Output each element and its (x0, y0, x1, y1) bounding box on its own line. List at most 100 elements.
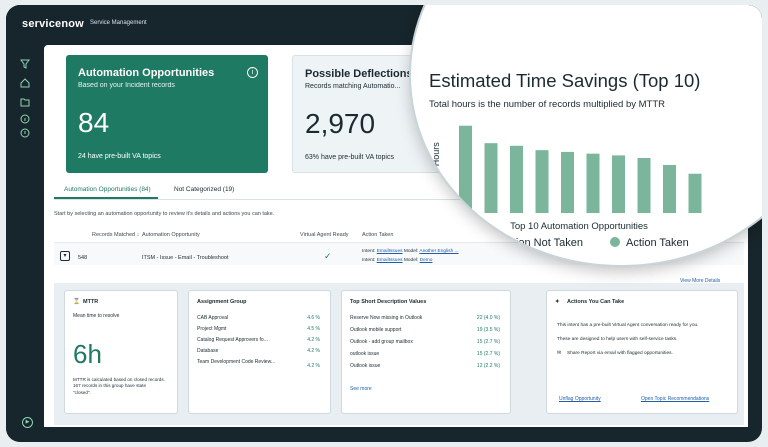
list-value: 12 (2.2 %) (476, 363, 500, 369)
list-item: Outlook issue (350, 363, 381, 369)
list-item: Project Mgmt (197, 326, 227, 332)
list-item: Catalog Request Approvers fo... (197, 337, 268, 343)
chevron-down-icon[interactable]: ▾ (60, 251, 70, 261)
y-axis-label: Total Hours (431, 142, 441, 188)
records-matched-value: 548 (78, 255, 88, 261)
divider (54, 242, 744, 243)
list-item: CAB Approval (197, 315, 229, 321)
card-value: 2,970 (305, 108, 376, 139)
product-name: Service Management (90, 20, 147, 26)
list-value: 4.2 % (307, 337, 320, 343)
app-frame: servicenow Service Management Automation… (6, 5, 762, 442)
assignment-group-panel: Assignment Group CAB Approval 4.6 % Proj… (188, 290, 331, 414)
list-value: 19 (3.5 %) (476, 327, 500, 333)
divider (54, 199, 744, 200)
mttr-panel: ⌛ MTTR Mean time to resolve 6h MTTR is c… (64, 290, 178, 414)
card-value: 84 (78, 107, 110, 138)
list-item: Database (197, 348, 219, 354)
action-taken-line-2: Intent: EmailIssues Model: Demo (362, 258, 433, 263)
bar-2[interactable] (484, 143, 498, 213)
action-taken-line-1: Intent: EmailIssues Model: Another Engli… (362, 249, 459, 254)
model-link[interactable]: Demo (419, 258, 433, 263)
card-footer: 63% have pre-built VA topics (305, 154, 394, 161)
legend-swatch-not-taken (484, 237, 494, 247)
intent-link[interactable]: EmailIssues (376, 258, 403, 263)
card-footer: 24 have pre-built VA topics (78, 153, 161, 160)
brand-logo[interactable]: servicenow (22, 18, 84, 30)
play-icon[interactable]: ▶ (22, 417, 33, 428)
open-topic-recommendations-link[interactable]: Open Topic Recommendations (641, 396, 710, 402)
home-icon[interactable] (20, 78, 30, 88)
legend-swatch-taken (610, 237, 620, 247)
view-more-details-link[interactable]: View More Details (680, 278, 721, 284)
list-value: 4.2 % (307, 363, 320, 369)
list-value: 15 (2.7 %) (476, 339, 500, 345)
list-item: Outlook - add group mailbox (350, 339, 413, 345)
filter-icon[interactable] (20, 59, 30, 69)
share-icon: ✉ (557, 351, 562, 356)
magnified-chart: Estimated Time Savings (Top 10) Total ho… (411, 5, 762, 265)
bar-1[interactable] (459, 125, 472, 213)
col-records-matched[interactable]: Records Matched ↓ (92, 232, 140, 238)
panel-title: MTTR (83, 299, 99, 305)
bar-8[interactable] (637, 158, 651, 213)
list-item: outlook issue (350, 351, 380, 357)
automation-opportunities-card[interactable]: Automation Opportunities i Based on your… (66, 55, 268, 173)
bar-chart: Total Hours Top 10 Automation Opportuniti… (431, 125, 702, 249)
tab-automation-opportunities[interactable]: Automation Opportunities (84) (64, 186, 151, 193)
action-description: Share Report via email with flagged oppo… (567, 351, 673, 356)
legend-action-taken: Action Taken (626, 237, 689, 249)
bar-4[interactable] (535, 150, 549, 213)
chart-title: Estimated Time Savings (Top 10) (429, 70, 701, 91)
bar-6[interactable] (586, 153, 600, 213)
instruction-text: Start by selecting an automation opportu… (54, 211, 275, 217)
action-description: These are designed to help users with se… (557, 337, 678, 342)
bar-7[interactable] (612, 155, 625, 213)
unflag-opportunity-link[interactable]: Unflag Opportunity (559, 396, 601, 402)
bar-3[interactable] (510, 145, 523, 213)
mttr-value: 6h (73, 339, 102, 369)
intent-link[interactable]: EmailIssues (376, 249, 403, 254)
action-description: This intent has a pre-built Virtual Agen… (557, 323, 699, 328)
col-virtual-agent-ready[interactable]: Virtual Agent Ready (300, 232, 349, 238)
left-nav (6, 45, 44, 442)
list-item: Outlook mobile support (350, 327, 402, 333)
sparkle-icon: ✦ (555, 299, 560, 305)
tab-not-categorized[interactable]: Not Categorized (19) (174, 186, 235, 193)
card-title: Automation Opportunities (78, 67, 215, 79)
short-description-panel: Top Short Description Values Reserve Now… (341, 290, 511, 414)
bar-5[interactable] (561, 151, 574, 213)
col-action-taken[interactable]: Action Taken (362, 232, 394, 238)
panel-title: Top Short Description Values (350, 299, 427, 305)
hourglass-icon: ⌛ (73, 299, 80, 305)
alert-icon[interactable] (20, 128, 30, 138)
bar-10[interactable] (688, 173, 702, 213)
list-value: 4.2 % (307, 348, 320, 354)
chart-subtitle: Total hours is the number of records mul… (429, 99, 666, 110)
legend-action-not-taken: Action Not Taken (500, 237, 583, 249)
list-value: 15 (2.7 %) (476, 351, 500, 357)
col-automation-opportunity[interactable]: Automation Opportunity (142, 232, 200, 238)
check-icon: ✓ (324, 251, 332, 261)
actions-panel: ✦ Actions You Can Take This intent has a… (546, 290, 738, 414)
panel-title: Assignment Group (197, 299, 247, 305)
opportunity-name: ITSM - Issue - Email - Troubleshoot (142, 255, 229, 261)
see-more-link[interactable]: See more (350, 386, 372, 392)
card-subtitle: Based on your Incident records (78, 82, 175, 89)
panel-subtitle: Mean time to resolve (73, 313, 120, 319)
card-title: Possible Deflections (305, 68, 413, 80)
list-value: 4.5 % (307, 326, 320, 332)
info-icon[interactable] (20, 114, 30, 124)
bar-9[interactable] (663, 165, 676, 213)
list-item: Team Development Code Review... (197, 359, 276, 365)
card-subtitle: Records matching Automatio... (305, 83, 401, 90)
list-value: 4.6 % (307, 315, 320, 321)
list-item: Reserve Now missing in Outlook (350, 315, 423, 321)
panel-title: Actions You Can Take (567, 299, 625, 305)
info-icon[interactable]: i (247, 67, 258, 78)
folder-icon[interactable] (20, 97, 30, 107)
mttr-footnote: MTTR is calculated based on closed recor… (73, 377, 165, 395)
active-tab-indicator (54, 197, 158, 199)
list-value: 22 (4.0 %) (476, 315, 500, 321)
model-link[interactable]: Another English ... (419, 249, 459, 254)
